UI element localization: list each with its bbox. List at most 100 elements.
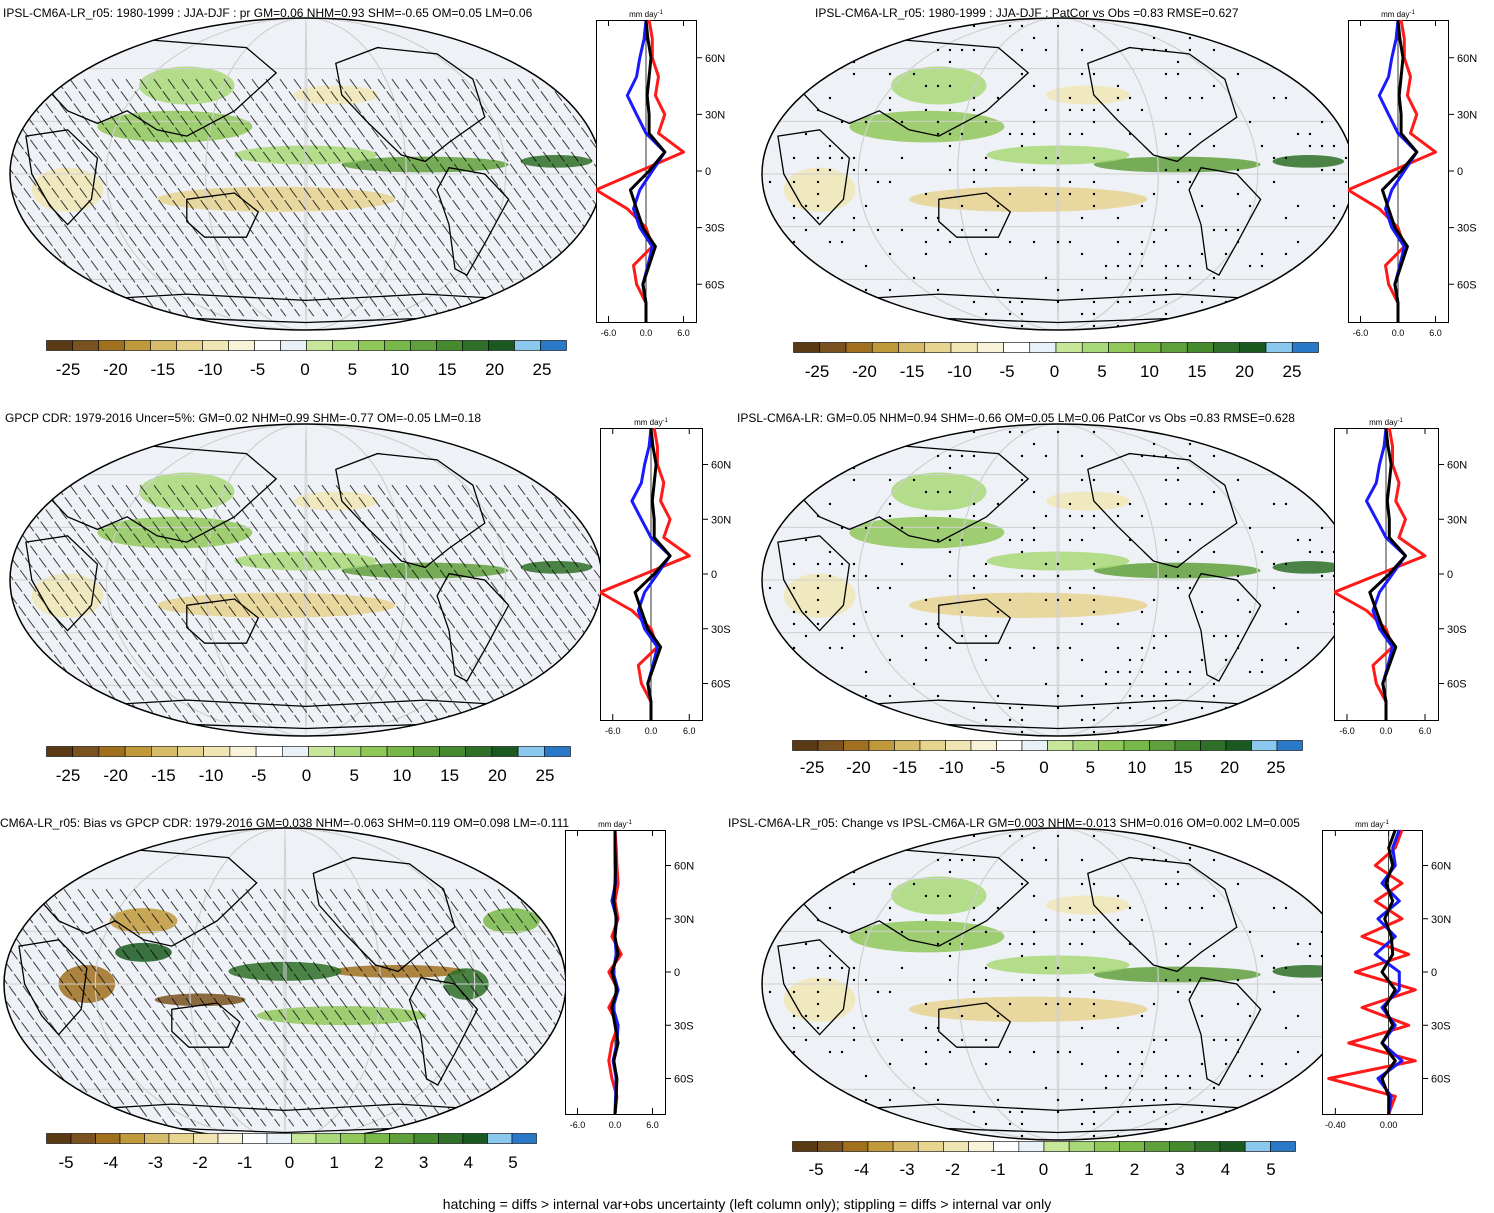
stipple-dot (1140, 1074, 1144, 1078)
stipple-dot (1008, 300, 1012, 304)
stipple-dot (1128, 1110, 1132, 1114)
stipple-dot (1308, 490, 1312, 494)
stipple-dot (1080, 882, 1084, 886)
stipple-dot (852, 442, 856, 446)
graticule-lon (857, 18, 1259, 330)
stipple-dot (1140, 610, 1144, 614)
stipple-dot (1152, 1038, 1156, 1042)
stipple-dot (1212, 550, 1216, 554)
stipple-dot (828, 288, 832, 292)
stipple-dot (996, 610, 1000, 614)
stipple-dot (1044, 598, 1048, 602)
stipple-dot (1020, 978, 1024, 982)
y-tick-label: 60N (1447, 460, 1467, 472)
footer-note: hatching = diffs > internal var+obs unce… (442, 1196, 1052, 1212)
stipple-dot (1200, 1062, 1204, 1066)
hatch-line (125, 78, 301, 317)
stipple-dot (1188, 454, 1192, 458)
colorbar-swatch (976, 342, 1004, 353)
stipple-dot (1188, 276, 1192, 280)
stipple-dot (912, 1086, 916, 1090)
stipple-dot (1320, 550, 1324, 554)
profile-gpcp: mm day-1 60N 30N 0 30S 60S -6.0 0.0 6.0 (600, 418, 731, 736)
colorbar-swatch (943, 1141, 969, 1152)
stipple-dot (1008, 192, 1012, 196)
stipple-dot (792, 204, 796, 208)
stipple-dot (1128, 132, 1132, 136)
colorbar-label: -4 (853, 1160, 870, 1179)
profile-series-line (628, 19, 667, 322)
hatch-line (35, 888, 211, 1127)
stipple-dot (840, 706, 844, 710)
stipple-dot (1188, 1086, 1192, 1090)
stipple-dot (852, 72, 856, 76)
stipple-dot (888, 72, 892, 76)
stipple-dot (972, 502, 976, 506)
stipple-dot (972, 24, 976, 28)
colorbar-swatch (1123, 740, 1150, 751)
stipple-dot (1020, 132, 1024, 136)
stipple-dot (1044, 562, 1048, 566)
stipple-dot (1236, 240, 1240, 244)
coastline-north-america (1087, 452, 1238, 569)
y-tick-label: 30N (711, 514, 731, 526)
profile-change: mm day-1 60N 30N 0 30S 60S -0.40 0.00 (1322, 820, 1451, 1130)
stipple-dot (1188, 180, 1192, 184)
coastline-africa (777, 129, 851, 226)
colorbar-swatch (1047, 740, 1074, 751)
colorbar-label: 20 (1220, 758, 1240, 777)
stipple-dot (1308, 264, 1312, 268)
stipple-dot (1260, 670, 1264, 674)
stipple-dot (864, 978, 868, 982)
stipple-dot (768, 526, 772, 530)
stipple-dot (1188, 264, 1192, 268)
stipple-dot (1128, 252, 1132, 256)
stipple-dot (1284, 562, 1288, 566)
stipple-dot (876, 1038, 880, 1042)
profile-series-line (1380, 19, 1419, 322)
coastline-eurasia (789, 847, 1030, 947)
stipple-dot (1236, 574, 1240, 578)
hatch-line (125, 484, 301, 723)
stipple-dot (1116, 240, 1120, 244)
graticule-lon (304, 424, 308, 736)
stipple-dot (816, 1026, 820, 1030)
stipple-dot (852, 36, 856, 40)
stipple-dot (1020, 168, 1024, 172)
colorbar-label: 5 (349, 766, 359, 785)
stipple-dot (960, 48, 964, 52)
stipple-dot (948, 918, 952, 922)
stipple-dot (840, 834, 844, 838)
stipple-dot (1092, 1002, 1096, 1006)
colorbar-swatch (491, 746, 519, 757)
colorbar-swatch (1043, 1141, 1070, 1152)
hatch-line (133, 888, 309, 1127)
stipple-dot (840, 858, 844, 862)
colorbar-label: -5 (251, 766, 267, 785)
stipple-dot (1092, 918, 1096, 922)
colorbar-swatch (996, 740, 1023, 751)
coastline-north-america (335, 46, 486, 163)
colorbar-swatch (1213, 342, 1241, 353)
stipple-dot (888, 990, 892, 994)
stipple-dot (1164, 1038, 1168, 1042)
stipple-dot (948, 466, 952, 470)
colorbar-swatch (168, 1133, 194, 1144)
stipple-dot (900, 634, 904, 638)
profile-frame (1322, 830, 1423, 1115)
precip-field (341, 562, 509, 579)
stipple-dot (1308, 538, 1312, 542)
profile-series-line (600, 427, 691, 720)
stipple-dot (1128, 96, 1132, 100)
stipple-dot (1272, 24, 1276, 28)
colorbar-swatch (1068, 1141, 1095, 1152)
stipple-dot (1212, 84, 1216, 88)
y-tick-label: 30N (674, 914, 694, 926)
colorbar-label: 10 (1127, 758, 1147, 777)
hatch-line (13, 78, 189, 317)
stipple-dot (852, 622, 856, 626)
stipple-dot (924, 240, 928, 244)
hatch-line (377, 484, 553, 723)
stipple-dot (1044, 1086, 1048, 1090)
coastline-south-america (1188, 572, 1262, 682)
